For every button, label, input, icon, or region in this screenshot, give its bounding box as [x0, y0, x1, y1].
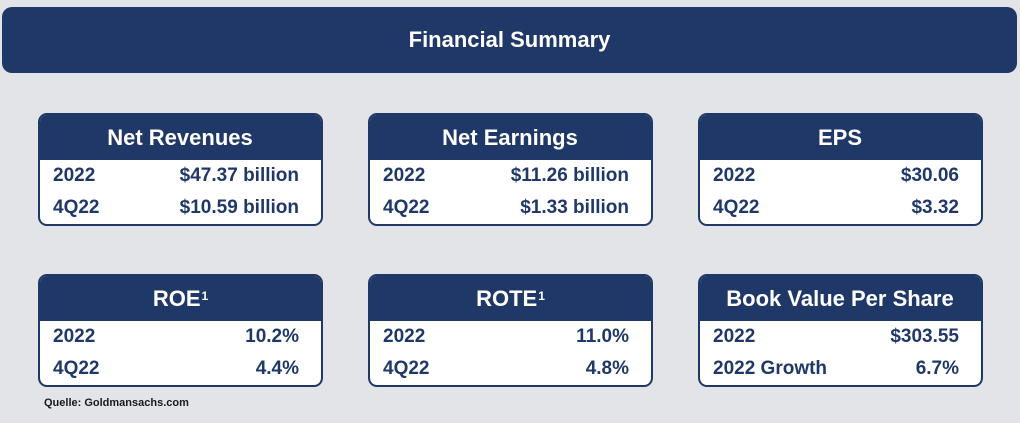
card-title-text: ROE [152, 285, 201, 311]
card-net-earnings: Net Earnings 2022 $11.26 billion 4Q22 $1… [368, 113, 653, 226]
row-label: 4Q22 [383, 197, 430, 218]
row-value: $1.33 billion [520, 197, 629, 218]
card-row: 2022 10.2% [40, 321, 321, 353]
card-title: ROE 1 [40, 276, 321, 321]
card-eps: EPS 2022 $30.06 4Q22 $3.32 [698, 113, 983, 226]
row-value: 10.2% [245, 326, 299, 347]
row-value: $11.26 billion [510, 165, 629, 186]
footnote-marker: 1 [201, 288, 209, 303]
page-title: Financial Summary [2, 7, 1017, 73]
card-row: 2022 Growth 6.7% [700, 353, 981, 385]
card-row: 2022 $11.26 billion [370, 160, 651, 192]
card-row: 4Q22 $1.33 billion [370, 192, 651, 224]
row-value: 6.7% [915, 358, 959, 379]
card-title: Book Value Per Share [700, 276, 981, 321]
footnote-marker: 1 [538, 288, 545, 303]
row-value: $303.55 [890, 326, 959, 347]
row-value: $30.06 [900, 165, 959, 186]
row-label: 2022 [53, 165, 96, 186]
card-title: Net Revenues [40, 115, 321, 160]
card-title-text: EPS [817, 124, 863, 150]
card-row: 2022 $303.55 [700, 321, 981, 353]
card-book-value-per-share: Book Value Per Share 2022 $303.55 2022 G… [698, 274, 983, 387]
source-note: Quelle: Goldmansachs.com [44, 397, 189, 409]
card-row: 4Q22 $10.59 billion [40, 192, 321, 224]
card-row: 4Q22 4.8% [370, 353, 651, 385]
row-label: 2022 [713, 165, 756, 186]
row-value: $3.32 [911, 197, 959, 218]
card-title-text: Net Revenues [107, 124, 253, 150]
row-label: 4Q22 [53, 197, 100, 218]
row-value: 11.0% [576, 326, 629, 347]
row-label: 2022 [383, 165, 426, 186]
row-label: 4Q22 [53, 358, 100, 379]
card-rote: ROTE 1 2022 11.0% 4Q22 4.8% [368, 274, 653, 387]
card-row: 4Q22 $3.32 [700, 192, 981, 224]
row-label: 2022 [53, 326, 96, 347]
card-row: 2022 11.0% [370, 321, 651, 353]
row-value: $47.37 billion [179, 165, 299, 186]
row-value: $10.59 billion [179, 197, 299, 218]
card-row: 4Q22 4.4% [40, 353, 321, 385]
card-row: 2022 $47.37 billion [40, 160, 321, 192]
card-title-text: ROTE [476, 285, 538, 311]
card-title: EPS [700, 115, 981, 160]
card-net-revenues: Net Revenues 2022 $47.37 billion 4Q22 $1… [38, 113, 323, 226]
row-label: 4Q22 [383, 358, 430, 379]
card-title: Net Earnings [370, 115, 651, 160]
card-title-text: Net Earnings [442, 124, 578, 150]
row-label: 2022 [383, 326, 426, 347]
row-label: 2022 Growth [713, 358, 828, 379]
card-row: 2022 $30.06 [700, 160, 981, 192]
row-value: 4.8% [585, 358, 629, 379]
card-title: ROTE 1 [370, 276, 651, 321]
card-title-text: Book Value Per Share [726, 285, 954, 311]
card-roe: ROE 1 2022 10.2% 4Q22 4.4% [38, 274, 323, 387]
row-label: 4Q22 [713, 197, 760, 218]
row-value: 4.4% [255, 358, 299, 379]
row-label: 2022 [713, 326, 756, 347]
